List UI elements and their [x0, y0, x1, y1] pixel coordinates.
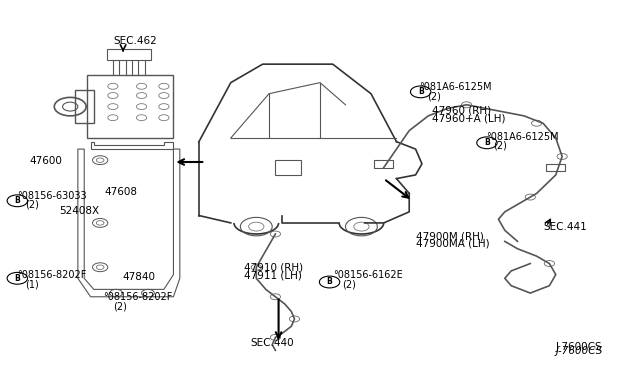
Text: 47911 (LH): 47911 (LH) [244, 270, 301, 280]
Text: 47900MA (LH): 47900MA (LH) [415, 239, 489, 249]
Text: 47960+A (LH): 47960+A (LH) [431, 113, 505, 123]
Text: °08156-8202F: °08156-8202F [103, 292, 173, 302]
Text: J·7600CS: J·7600CS [556, 342, 602, 352]
Text: °081A6-6125M: °081A6-6125M [419, 82, 492, 92]
Text: °08156-63033: °08156-63033 [17, 191, 87, 201]
Text: (2): (2) [427, 91, 441, 101]
Text: (1): (1) [26, 279, 39, 289]
Text: B: B [326, 278, 332, 286]
Text: 52408X: 52408X [59, 206, 99, 215]
Polygon shape [275, 160, 301, 175]
Text: (2): (2) [493, 141, 507, 151]
Text: 47960 (RH): 47960 (RH) [431, 106, 491, 116]
Text: 47900M (RH): 47900M (RH) [415, 231, 483, 241]
Text: 47910 (RH): 47910 (RH) [244, 263, 303, 273]
Text: SEC.462: SEC.462 [113, 36, 157, 46]
Text: 47840: 47840 [122, 272, 156, 282]
Text: (2): (2) [113, 302, 127, 311]
Text: B: B [484, 138, 490, 147]
Text: (2): (2) [342, 279, 356, 289]
Text: B: B [15, 196, 20, 205]
Text: B: B [418, 87, 424, 96]
Text: SEC.441: SEC.441 [543, 222, 587, 232]
Text: J-7600CS: J-7600CS [556, 346, 603, 356]
Text: 47608: 47608 [104, 187, 138, 197]
Text: (2): (2) [26, 200, 40, 210]
Text: °08156-8202F: °08156-8202F [17, 270, 86, 280]
Text: °081A6-6125M: °081A6-6125M [486, 132, 558, 142]
Text: SEC.440: SEC.440 [250, 339, 294, 349]
Text: °08156-6162E: °08156-6162E [333, 270, 403, 280]
Text: 47600: 47600 [29, 156, 62, 166]
Text: B: B [15, 274, 20, 283]
